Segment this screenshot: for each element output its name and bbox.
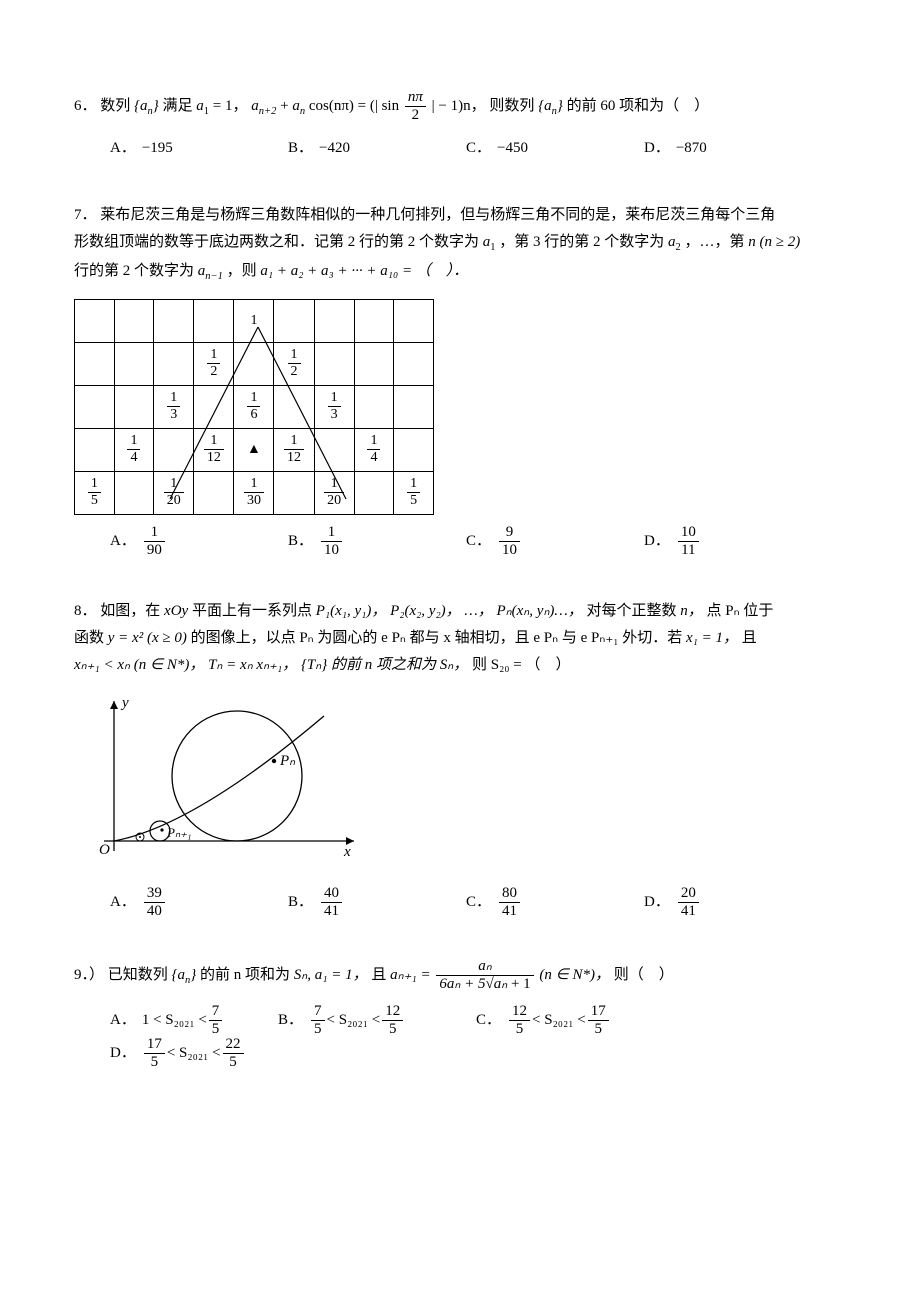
leibniz-cell: 13 xyxy=(154,385,194,428)
option-D: D．−870 xyxy=(644,135,794,162)
leibniz-cell xyxy=(314,299,354,342)
leibniz-cell: 12 xyxy=(274,342,314,385)
leibniz-cell xyxy=(354,299,394,342)
leibniz-cell xyxy=(274,385,314,428)
leibniz-triangle-figure: 1 12 12 13 16 13 14 112▲112 14 15 120 13… xyxy=(74,299,434,515)
question-6-stem: 6． 数列 {an} 满足 a1 = 1， an+2 + an cos(nπ) … xyxy=(74,90,846,123)
question-8-options: A． 3940 B． 4041 C． 8041 D． 2041 xyxy=(110,886,846,919)
question-7-options: A． 190 B． 110 C． 910 D． 1011 xyxy=(110,525,846,558)
leibniz-cell xyxy=(154,299,194,342)
option-D: D． 2041 xyxy=(644,886,794,919)
leibniz-cell: 15 xyxy=(394,471,434,514)
question-8-stem: 8． 如图，在 xOy 平面上有一系列点 P₁(x₁, y₁)， P₂(x₂, … xyxy=(74,598,846,679)
option-B: B． 110 xyxy=(288,525,438,558)
pn-label: Pₙ xyxy=(279,753,296,769)
leibniz-cell: 14 xyxy=(354,428,394,471)
option-C: C． 8041 xyxy=(466,886,616,919)
question-9-options: A． 1 < S₂₀₂₁ < 75 B． 75 < S₂₀₂₁ < 125 C．… xyxy=(110,1004,846,1070)
option-A: A． 3940 xyxy=(110,886,260,919)
question-6: 6． 数列 {an} 满足 a1 = 1， an+2 + an cos(nπ) … xyxy=(74,90,846,162)
option-C: C．−450 xyxy=(466,135,616,162)
leibniz-cell xyxy=(394,342,434,385)
option-B: B． 75 < S₂₀₂₁ < 125 xyxy=(278,1004,448,1037)
leibniz-cell: ▲ xyxy=(234,428,274,471)
question-8-figure: O y x Pₙ Pₙ₊₁ xyxy=(74,691,846,876)
question-6-options: A．−195 B．−420 C．−450 D．−870 xyxy=(110,135,846,162)
option-D: D． 1011 xyxy=(644,525,794,558)
leibniz-cell: 12 xyxy=(194,342,234,385)
leibniz-cell: 112 xyxy=(274,428,314,471)
leibniz-cell xyxy=(314,428,354,471)
question-number: 8． xyxy=(74,603,97,619)
leibniz-cell xyxy=(114,299,154,342)
x-axis-label: x xyxy=(343,844,351,860)
leibniz-cell xyxy=(314,342,354,385)
question-8: 8． 如图，在 xOy 平面上有一系列点 P₁(x₁, y₁)， P₂(x₂, … xyxy=(74,598,846,919)
seq-an: {an} xyxy=(134,98,159,114)
option-A: A．−195 xyxy=(110,135,260,162)
question-7: 7． 莱布尼茨三角是与杨辉三角数阵相似的一种几何排列，但与杨辉三角不同的是，莱布… xyxy=(74,202,846,558)
leibniz-cell xyxy=(75,428,115,471)
question-number: 6． xyxy=(74,98,97,114)
leibniz-cell xyxy=(394,385,434,428)
leibniz-cell: 16 xyxy=(234,385,274,428)
question-number: 9．） xyxy=(74,967,104,983)
leibniz-cell xyxy=(114,342,154,385)
question-9: 9．） 已知数列 {an} 的前 n 项和为 Sₙ, a₁ = 1， 且 aₙ₊… xyxy=(74,959,846,1070)
leibniz-cell xyxy=(194,471,234,514)
y-axis-label: y xyxy=(120,695,129,711)
option-B: B． 4041 xyxy=(288,886,438,919)
leibniz-cell xyxy=(75,385,115,428)
option-C: C． 125 < S₂₀₂₁ < 175 xyxy=(476,1004,646,1037)
leibniz-cell xyxy=(274,299,314,342)
leibniz-cell xyxy=(114,471,154,514)
leibniz-cell: 112 xyxy=(194,428,234,471)
question-9-stem: 9．） 已知数列 {an} 的前 n 项和为 Sₙ, a₁ = 1， 且 aₙ₊… xyxy=(74,959,846,992)
leibniz-cell xyxy=(354,342,394,385)
leibniz-cell: 13 xyxy=(314,385,354,428)
option-A: A． 1 < S₂₀₂₁ < 75 xyxy=(110,1004,250,1037)
option-B: B．−420 xyxy=(288,135,438,162)
leibniz-cell: 120 xyxy=(314,471,354,514)
leibniz-cell xyxy=(354,471,394,514)
leibniz-cell: 130 xyxy=(234,471,274,514)
option-D: D． 175 < S₂₀₂₁ < 225 xyxy=(110,1037,280,1070)
leibniz-cell xyxy=(394,428,434,471)
leibniz-cell xyxy=(114,385,154,428)
leibniz-cell: 14 xyxy=(114,428,154,471)
question-number: 7． xyxy=(74,207,97,223)
leibniz-cell xyxy=(75,299,115,342)
leibniz-cell: 1 xyxy=(234,299,274,342)
leibniz-cell xyxy=(234,342,274,385)
leibniz-cell xyxy=(154,342,194,385)
option-A: A． 190 xyxy=(110,525,260,558)
leibniz-cell: 120 xyxy=(154,471,194,514)
leibniz-cell xyxy=(154,428,194,471)
leibniz-triangle-table: 1 12 12 13 16 13 14 112▲112 14 15 120 13… xyxy=(74,299,434,515)
leibniz-cell xyxy=(274,471,314,514)
question-7-stem: 7． 莱布尼茨三角是与杨辉三角数阵相似的一种几何排列，但与杨辉三角不同的是，莱布… xyxy=(74,202,846,287)
option-C: C． 910 xyxy=(466,525,616,558)
leibniz-cell xyxy=(75,342,115,385)
leibniz-cell xyxy=(394,299,434,342)
leibniz-cell xyxy=(354,385,394,428)
circles-on-parabola-svg: O y x Pₙ Pₙ₊₁ xyxy=(74,691,364,866)
leibniz-cell xyxy=(194,299,234,342)
leibniz-cell xyxy=(194,385,234,428)
pn1-label: Pₙ₊₁ xyxy=(166,825,192,840)
origin-label: O xyxy=(99,842,110,858)
leibniz-cell: 15 xyxy=(75,471,115,514)
